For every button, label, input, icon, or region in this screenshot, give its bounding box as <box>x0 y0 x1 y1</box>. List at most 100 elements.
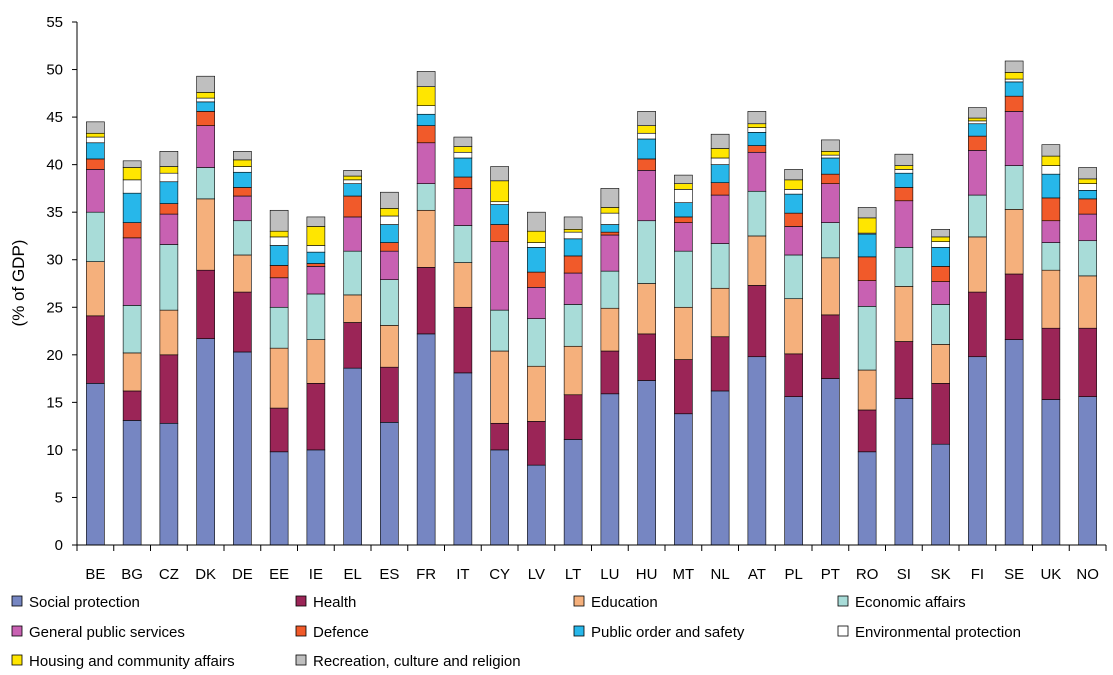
bar-segment-es-2 <box>380 325 399 368</box>
bar-segment-be-2 <box>86 261 105 317</box>
bar-segment-sk-6 <box>931 247 950 267</box>
bar-segment-nl-0 <box>710 390 730 546</box>
bar-segment-de-0 <box>233 351 252 546</box>
bar-segment-fi-6 <box>968 123 987 137</box>
bar-segment-lt-0 <box>563 439 583 546</box>
bar-segment-bg-5 <box>122 222 142 239</box>
x-ticks-layer: BE BG CZ DK DE EE IE EL ES FR IT CY LV LT LU HU MT NL AT PL… <box>76 545 1107 583</box>
bar-segment-ie-1 <box>306 383 326 451</box>
bar-segment-hu-2 <box>637 283 656 335</box>
bar-segment-lu-0 <box>600 393 620 546</box>
y-ticks-layer: 0 5 10 15 20 25 30 35 40 45 50 55 <box>46 14 77 554</box>
bar-segment-lu-6 <box>600 224 620 233</box>
bar-segment-no-0 <box>1078 396 1097 546</box>
x-tick-label: NL <box>711 566 730 583</box>
y-tick-label: 0 <box>55 537 63 554</box>
bar-segment-dk-8 <box>196 92 215 99</box>
bar-segment-bg-3 <box>122 305 142 354</box>
bar-segment-at-8 <box>747 123 767 128</box>
bar-segment-el-4 <box>343 216 362 252</box>
bar-segment-no-9 <box>1078 167 1097 180</box>
axes-layer <box>76 22 1106 546</box>
bar-segment-uk-3 <box>1041 242 1061 271</box>
bar-segment-ie-7 <box>306 245 326 253</box>
bar-segment-it-8 <box>453 146 473 153</box>
bar-segment-lu-1 <box>600 350 620 395</box>
bar-segment-pt-7 <box>821 154 840 159</box>
bar-segment-si-6 <box>894 172 914 188</box>
bar-segment-fi-2 <box>968 236 987 293</box>
bar-segment-lv-9 <box>527 211 546 232</box>
bar-segment-uk-9 <box>1041 144 1061 157</box>
bar-segment-sk-2 <box>931 344 950 384</box>
bar-segment-sk-8 <box>931 236 950 242</box>
bar-segment-ee-3 <box>269 306 289 349</box>
x-tick-label: UK <box>1040 566 1061 583</box>
bar-segment-cy-3 <box>490 309 509 352</box>
bar-segment-nl-9 <box>710 133 730 149</box>
bar-segment-lt-9 <box>563 216 583 230</box>
bar-segment-no-1 <box>1078 327 1097 397</box>
bar-segment-se-0 <box>1004 339 1024 546</box>
bar-segment-it-5 <box>453 176 473 189</box>
bar-segment-ee-8 <box>269 230 289 238</box>
bar-segment-cz-6 <box>159 181 179 204</box>
x-tick-label: IT <box>456 566 469 583</box>
legend-label: Health <box>313 594 356 611</box>
x-tick-label: LT <box>565 566 581 583</box>
bar-segment-at-4 <box>747 151 767 192</box>
bar-segment-mt-4 <box>674 222 693 252</box>
bar-segment-pl-8 <box>784 179 803 190</box>
bar-segment-pl-4 <box>784 226 803 256</box>
bar-segment-ro-2 <box>857 369 877 411</box>
y-tick-label: 15 <box>46 394 63 411</box>
bar-segment-ee-5 <box>269 265 289 279</box>
bar-segment-dk-3 <box>196 167 215 200</box>
x-tick-label: ES <box>379 566 399 583</box>
bar-segment-hu-0 <box>637 380 656 546</box>
bar-segment-si-9 <box>894 153 914 166</box>
bar-segment-se-8 <box>1004 72 1024 80</box>
bar-segment-lt-8 <box>563 229 583 233</box>
bar-segment-dk-2 <box>196 198 215 271</box>
bar-segment-sk-3 <box>931 304 950 345</box>
bar-segment-el-8 <box>343 175 362 181</box>
bar-segment-fi-9 <box>968 107 987 119</box>
bar-segment-de-4 <box>233 195 252 222</box>
bar-segment-fr-9 <box>416 71 436 87</box>
bar-segment-de-7 <box>233 166 252 173</box>
bar-segment-el-3 <box>343 250 362 296</box>
bar-segment-mt-0 <box>674 413 693 546</box>
bar-segment-at-6 <box>747 132 767 146</box>
bar-segment-at-5 <box>747 145 767 153</box>
bar-segment-se-4 <box>1004 111 1024 166</box>
y-tick-label: 55 <box>46 14 63 31</box>
bar-segment-ie-6 <box>306 251 326 264</box>
y-tick-label: 30 <box>46 252 63 269</box>
bar-segment-it-9 <box>453 136 473 147</box>
bar-segment-pt-4 <box>821 183 840 223</box>
bar-segment-sk-7 <box>931 241 950 248</box>
bar-segment-ee-9 <box>269 209 289 232</box>
legend-swatch <box>295 625 307 637</box>
bar-segment-mt-5 <box>674 216 693 223</box>
bar-segment-hu-3 <box>637 220 656 284</box>
bar-segment-se-2 <box>1004 209 1024 275</box>
bar-segment-cy-8 <box>490 180 509 203</box>
bar-segment-pl-0 <box>784 396 803 546</box>
bar-segment-es-6 <box>380 224 399 243</box>
bar-segment-el-1 <box>343 322 362 369</box>
bar-segment-cz-7 <box>159 172 179 183</box>
bar-segment-el-6 <box>343 183 362 197</box>
bar-segment-ee-0 <box>269 451 289 546</box>
bar-segment-fr-4 <box>416 142 436 184</box>
bar-segment-fi-5 <box>968 135 987 151</box>
legend-label: General public services <box>29 624 185 641</box>
bars-layer <box>86 60 1097 546</box>
bar-segment-hu-6 <box>637 138 656 160</box>
bar-segment-pl-9 <box>784 169 803 181</box>
bar-segment-fr-0 <box>416 333 436 546</box>
bar-segment-pt-2 <box>821 257 840 316</box>
bar-segment-dk-9 <box>196 75 215 93</box>
